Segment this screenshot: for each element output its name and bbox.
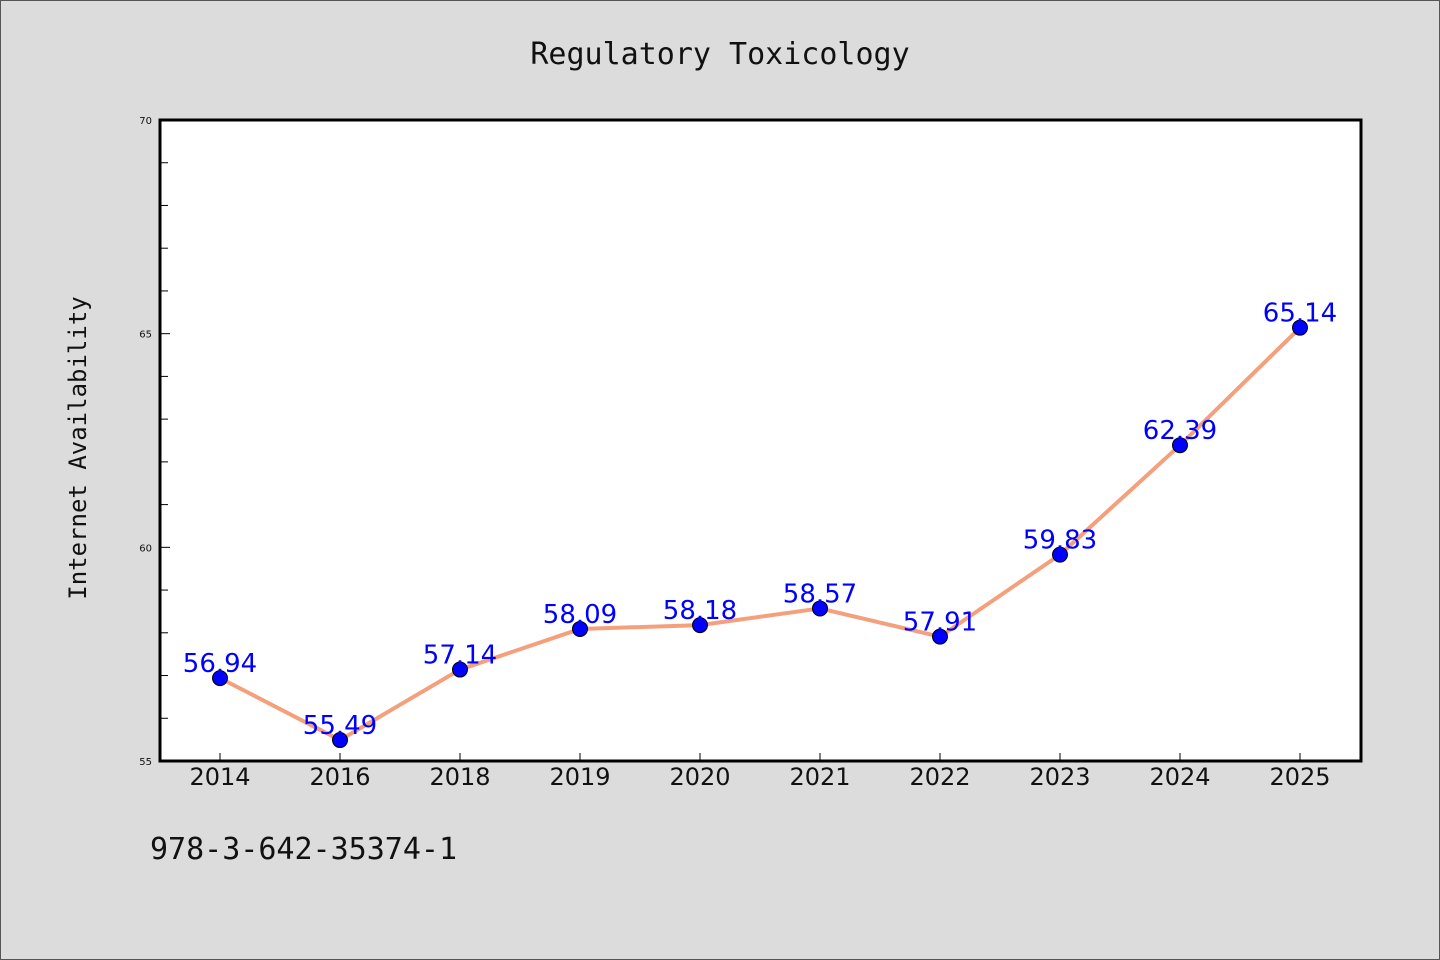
chart-title: Regulatory Toxicology xyxy=(530,37,909,72)
data-point xyxy=(332,732,348,749)
data-label: 56.94 xyxy=(183,649,257,679)
x-tick-label: 2021 xyxy=(789,763,850,791)
y-tick-label: 65 xyxy=(139,330,152,341)
x-tick-label: 2022 xyxy=(909,763,970,791)
data-point xyxy=(932,628,948,645)
plot-area xyxy=(158,118,1363,763)
x-tick-label: 2024 xyxy=(1149,763,1210,791)
data-point xyxy=(1292,319,1308,336)
y-tick-label: 70 xyxy=(139,116,152,127)
data-label: 57.14 xyxy=(423,641,497,671)
y-tick-label: 60 xyxy=(139,543,152,554)
data-point xyxy=(572,620,588,637)
x-tick-label: 2019 xyxy=(549,763,610,791)
data-points xyxy=(212,319,1308,749)
data-label: 65.14 xyxy=(1263,299,1337,329)
data-label: 62.39 xyxy=(1143,416,1217,446)
data-label: 58.09 xyxy=(543,600,617,630)
y-tick-label: 55 xyxy=(139,757,152,768)
x-tick-label: 2016 xyxy=(309,763,370,791)
data-label: 58.18 xyxy=(663,596,737,626)
y-axis: 55 60 65 70 xyxy=(139,116,170,768)
x-axis: 2014 2016 2018 2019 2020 2021 2022 2023 2024 2025 xyxy=(189,753,1331,791)
data-point xyxy=(212,670,228,687)
data-point xyxy=(452,661,468,678)
x-tick-label: 2014 xyxy=(189,763,250,791)
data-label: 58.57 xyxy=(783,579,857,609)
reference-identifier: 978-3-642-35374-1 xyxy=(150,832,458,867)
y-axis-label: Internet Availability xyxy=(64,296,92,599)
series-line xyxy=(218,325,1302,743)
data-point xyxy=(1052,546,1068,563)
data-point xyxy=(1172,437,1188,454)
x-tick-label: 2020 xyxy=(669,763,730,791)
data-label: 57.91 xyxy=(903,608,977,638)
x-tick-label: 2018 xyxy=(429,763,490,791)
data-label: 55.49 xyxy=(303,711,377,741)
x-tick-label: 2025 xyxy=(1269,763,1330,791)
x-tick-label: 2023 xyxy=(1029,763,1090,791)
data-point xyxy=(692,617,708,634)
data-point xyxy=(812,600,828,617)
data-labels: 56.94 55.49 57.14 58.09 58.18 58.57 57.91 59.83… xyxy=(183,299,1337,741)
data-label: 59.83 xyxy=(1023,526,1097,556)
